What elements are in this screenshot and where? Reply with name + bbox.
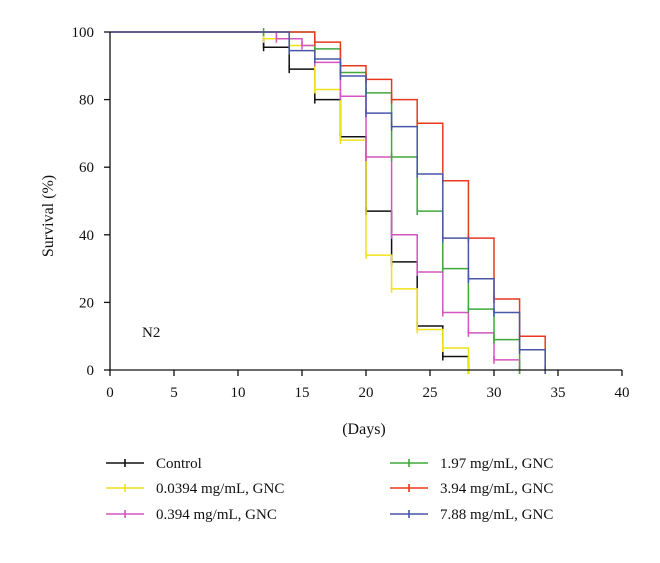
- legend-item: 1.97 mg/mL, GNC: [390, 456, 553, 472]
- x-tick-label: 15: [295, 385, 310, 401]
- legend-item: 0.394 mg/mL, GNC: [106, 507, 277, 523]
- legend-label: 0.394 mg/mL, GNC: [156, 507, 277, 523]
- y-tick-label: 100: [72, 25, 95, 41]
- x-tick-label: 35: [551, 385, 566, 401]
- x-tick-label: 40: [615, 385, 630, 401]
- y-tick-label: 40: [79, 228, 94, 244]
- legend: Control 0.0394 mg/mL, GNC 0.394 mg/mL, GNC…: [106, 456, 553, 523]
- series-line: [110, 31, 470, 370]
- x-tick-label: 20: [359, 385, 374, 401]
- x-tick-label: 0: [106, 385, 114, 401]
- legend-item: 0.0394 mg/mL, GNC: [106, 481, 284, 497]
- annotation-n2: N2: [142, 325, 160, 341]
- x-tick-label: 10: [231, 385, 246, 401]
- legend-label: 1.97 mg/mL, GNC: [440, 456, 553, 472]
- legend-label: 0.0394 mg/mL, GNC: [156, 481, 284, 497]
- legend-item: 3.94 mg/mL, GNC: [390, 481, 553, 497]
- series-layer: [110, 28, 546, 374]
- series-line: [110, 31, 521, 370]
- legend-item: Control: [106, 456, 202, 472]
- series-1: [110, 31, 470, 374]
- x-axis-title: (Days): [342, 421, 386, 438]
- legend-label: 7.88 mg/mL, GNC: [440, 507, 553, 523]
- x-tick-label: 5: [170, 385, 178, 401]
- y-tick-label: 80: [79, 93, 94, 109]
- series-4: [110, 31, 546, 374]
- y-tick-label: 20: [79, 295, 94, 311]
- y-tick-label: 0: [87, 363, 95, 379]
- series-0: [110, 31, 470, 374]
- legend-item: 7.88 mg/mL, GNC: [390, 507, 553, 523]
- series-line: [110, 31, 546, 370]
- series-5: [110, 31, 546, 374]
- legend-label: Control: [156, 456, 202, 472]
- ticks-layer: 0 5 10 15 20 25 30 35 40 0 20 40 60 80 100: [72, 25, 630, 401]
- y-tick-label: 60: [79, 160, 94, 176]
- legend-label: 3.94 mg/mL, GNC: [440, 481, 553, 497]
- x-tick-label: 25: [423, 385, 438, 401]
- series-line: [110, 31, 470, 370]
- y-axis-title: Survival (%): [40, 175, 57, 257]
- series-line: [110, 31, 546, 370]
- x-tick-label: 30: [487, 385, 502, 401]
